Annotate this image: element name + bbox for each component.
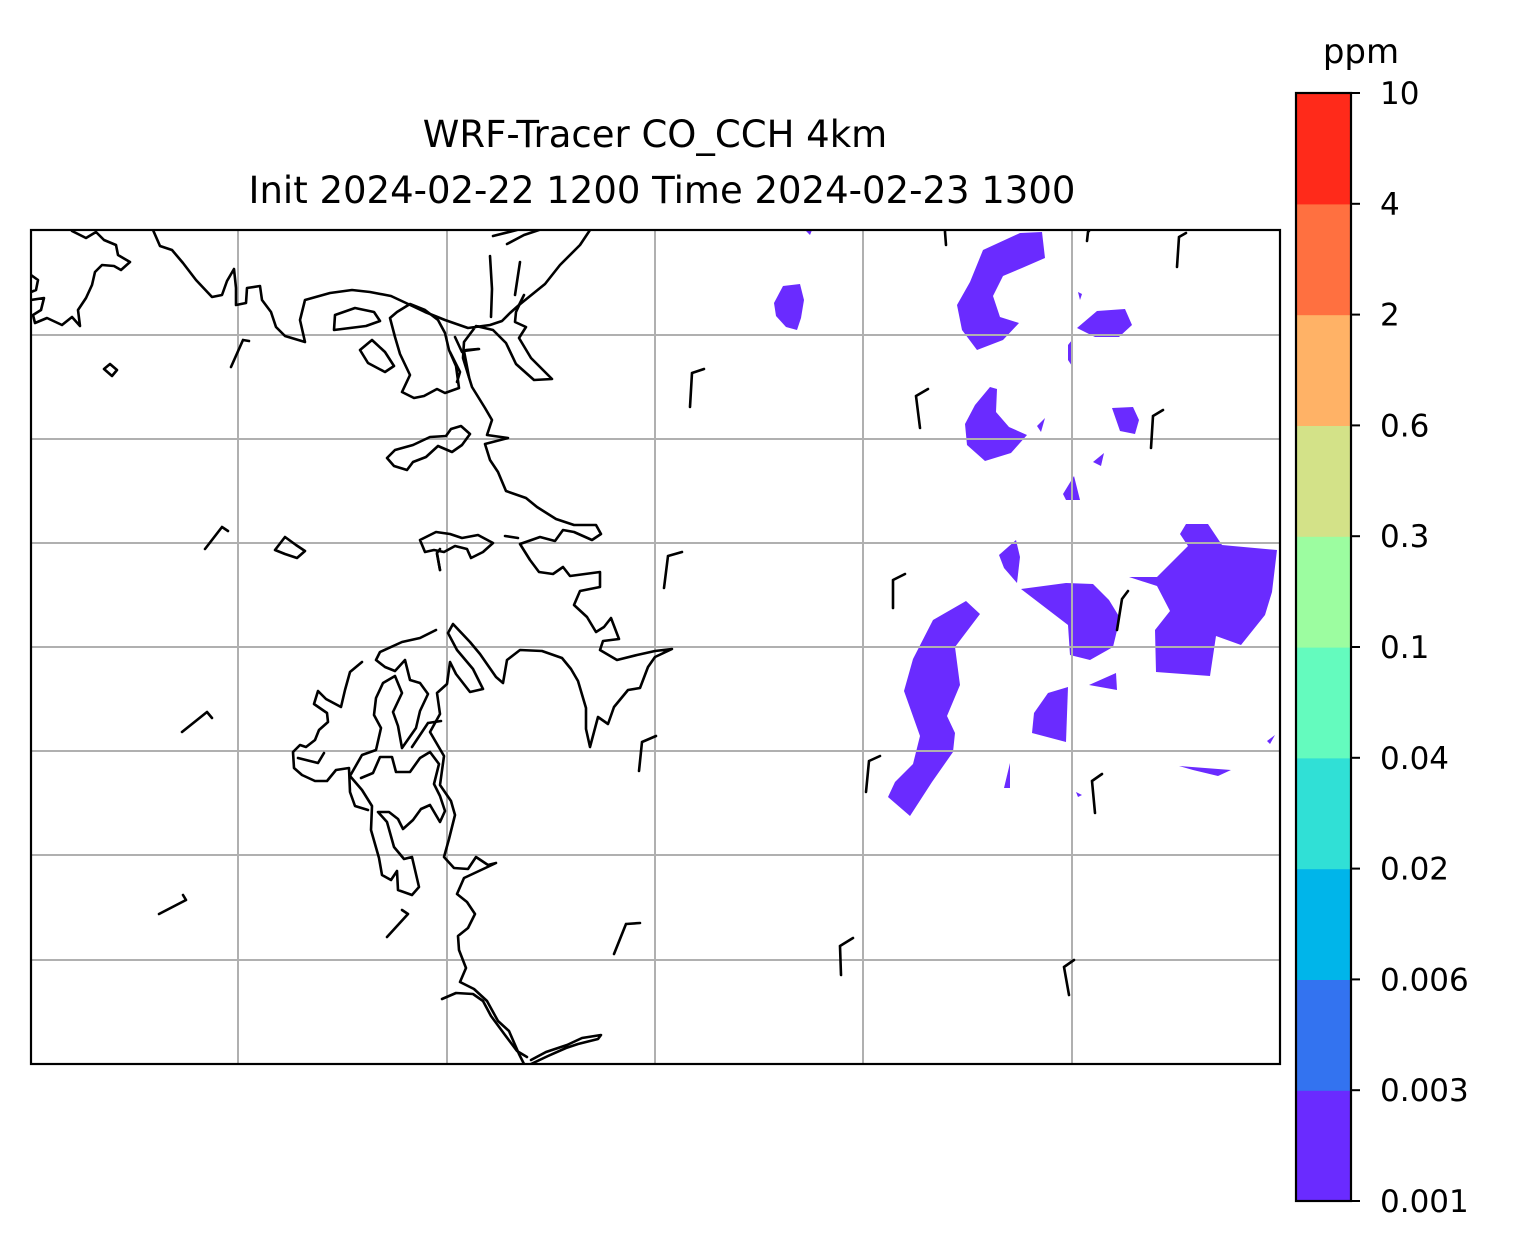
colorbar-segment bbox=[1296, 425, 1351, 537]
tracer-plumes bbox=[774, 230, 1277, 816]
wind-barb bbox=[462, 347, 481, 379]
wind-barb bbox=[410, 719, 443, 749]
plume-patch bbox=[1077, 309, 1132, 337]
colorbar-tick-label: 0.006 bbox=[1380, 962, 1469, 998]
colorbar-tick-label: 0.04 bbox=[1380, 741, 1449, 777]
colorbar-segment bbox=[1296, 203, 1351, 316]
colorbar-tick-label: 0.003 bbox=[1380, 1073, 1469, 1109]
map-frame bbox=[29, 228, 1282, 1066]
colorbar-segment bbox=[1296, 93, 1351, 205]
colorbar-tick-label: 0.001 bbox=[1380, 1184, 1469, 1220]
colorbar-segment bbox=[1296, 868, 1351, 980]
colorbar-unit: ppm bbox=[1323, 32, 1399, 72]
colorbar-segment bbox=[1296, 536, 1351, 648]
wind-barb bbox=[662, 550, 684, 590]
colorbar-tick-label: 0.02 bbox=[1380, 852, 1449, 888]
wind-barb bbox=[1085, 230, 1091, 243]
coastline-north bbox=[31, 230, 674, 1064]
colorbar-segment bbox=[1296, 647, 1351, 759]
wind-barb bbox=[180, 710, 214, 734]
plume-patch bbox=[1078, 292, 1082, 300]
wind-barb bbox=[435, 547, 442, 572]
plume-patch bbox=[965, 387, 1027, 461]
wind-barb bbox=[1115, 589, 1130, 632]
plume-patch bbox=[1004, 763, 1010, 788]
wind-barb bbox=[1090, 772, 1104, 815]
colorbar-tick-label: 0.1 bbox=[1380, 630, 1429, 666]
colorbar-tick-label: 0.3 bbox=[1380, 519, 1429, 555]
wind-barb bbox=[229, 338, 251, 369]
plume-patch bbox=[1093, 453, 1104, 466]
plume-patch bbox=[774, 284, 804, 330]
plume-patch bbox=[957, 232, 1045, 350]
colorbar-tick-label: 4 bbox=[1380, 187, 1400, 223]
plume-patch bbox=[1021, 583, 1120, 660]
wind-barb bbox=[612, 921, 642, 956]
wind-barb bbox=[637, 734, 658, 773]
colorbar-tick-label: 10 bbox=[1380, 76, 1419, 112]
colorbar-segment bbox=[1296, 1090, 1351, 1202]
wind-barb bbox=[157, 893, 188, 916]
wind-barb bbox=[838, 936, 855, 977]
map-title: WRF-Tracer CO_CCH 4km bbox=[423, 113, 887, 156]
wind-barb bbox=[1062, 958, 1076, 997]
plume-patch bbox=[1089, 673, 1117, 690]
map-subtitle: Init 2024-02-22 1200 Time 2024-02-23 130… bbox=[249, 169, 1076, 212]
colorbar-segment bbox=[1296, 757, 1351, 870]
colorbar: ppm 0.001 0.003 0.006 0.02 0.04 0.1 0.3 0.6 2 4 10 bbox=[1294, 32, 1469, 1220]
plume-patch bbox=[888, 601, 980, 816]
coastline-north-inlet bbox=[488, 230, 592, 319]
wind-barb bbox=[864, 754, 882, 794]
colorbar-segment bbox=[1296, 314, 1351, 426]
wind-barbs bbox=[157, 230, 1188, 997]
plume-patch bbox=[1032, 687, 1068, 742]
colorbar-tick-label: 2 bbox=[1380, 298, 1400, 334]
plume-patch bbox=[1037, 418, 1045, 432]
plume-patch bbox=[1267, 735, 1275, 744]
colorbar-segment bbox=[1296, 979, 1351, 1091]
wind-barb bbox=[203, 525, 230, 551]
wind-barb bbox=[688, 367, 706, 409]
wind-barb bbox=[1149, 408, 1165, 450]
plume-patch bbox=[805, 230, 812, 235]
colorbar-tick-label: 0.6 bbox=[1380, 408, 1429, 444]
wind-barb bbox=[914, 387, 930, 430]
coastline-peninsula bbox=[291, 628, 603, 1064]
plume-patch bbox=[1179, 766, 1231, 776]
wind-barb bbox=[1175, 231, 1188, 269]
wind-barb bbox=[943, 230, 948, 247]
wind-barb bbox=[891, 572, 907, 610]
plume-patch bbox=[1129, 524, 1277, 676]
plume-patch bbox=[1112, 407, 1139, 434]
plume-patch bbox=[1076, 792, 1082, 797]
map-panel bbox=[29, 228, 1282, 1066]
plume-patch bbox=[999, 540, 1020, 583]
wind-barb bbox=[385, 908, 410, 939]
